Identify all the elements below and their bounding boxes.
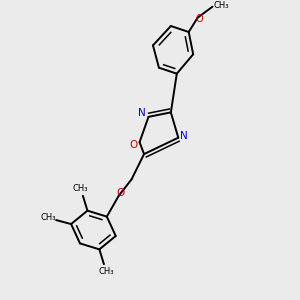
Text: O: O xyxy=(116,188,124,198)
Text: CH₃: CH₃ xyxy=(98,267,114,276)
Text: CH₃: CH₃ xyxy=(213,1,229,10)
Text: CH₃: CH₃ xyxy=(40,214,56,223)
Text: N: N xyxy=(138,108,146,118)
Text: N: N xyxy=(180,131,188,141)
Text: O: O xyxy=(129,140,137,149)
Text: O: O xyxy=(195,14,203,24)
Text: CH₃: CH₃ xyxy=(73,184,88,193)
